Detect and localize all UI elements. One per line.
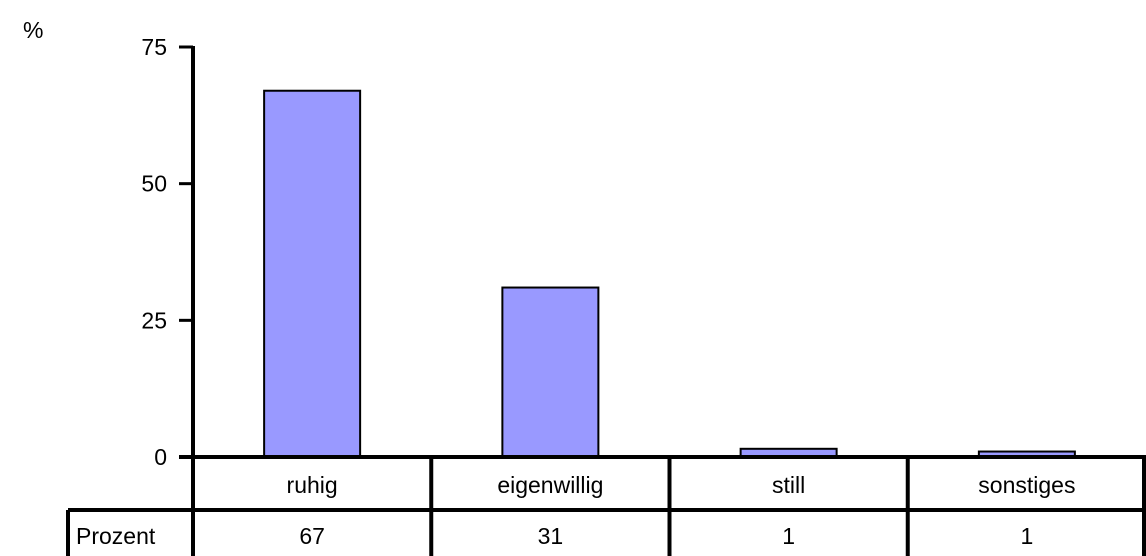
table-cell-value: 31 bbox=[538, 523, 564, 549]
x-category-label: still bbox=[772, 472, 805, 498]
x-category-label: ruhig bbox=[287, 472, 338, 498]
y-tick-label: 50 bbox=[141, 171, 167, 197]
table-cell-value: 1 bbox=[1020, 523, 1033, 549]
table-row-label: Prozent bbox=[76, 523, 156, 549]
table-cell-value: 67 bbox=[299, 523, 325, 549]
x-category-label: eigenwillig bbox=[497, 472, 603, 498]
x-category-label: sonstiges bbox=[978, 472, 1075, 498]
bar-ruhig bbox=[263, 89, 362, 458]
bars bbox=[263, 89, 1076, 458]
data-table: ruhig eigenwillig still sonstiges Prozent 67 3… bbox=[66, 455, 1146, 556]
bar-eigenwillig bbox=[501, 286, 600, 458]
table-cell-value: 1 bbox=[782, 523, 795, 549]
y-tick-label: 0 bbox=[154, 444, 167, 470]
y-tick-label: 25 bbox=[141, 307, 167, 333]
y-axis: 0 25 50 75 bbox=[141, 34, 195, 470]
y-axis-unit-label: % bbox=[23, 17, 43, 43]
y-tick-label: 75 bbox=[141, 34, 167, 60]
